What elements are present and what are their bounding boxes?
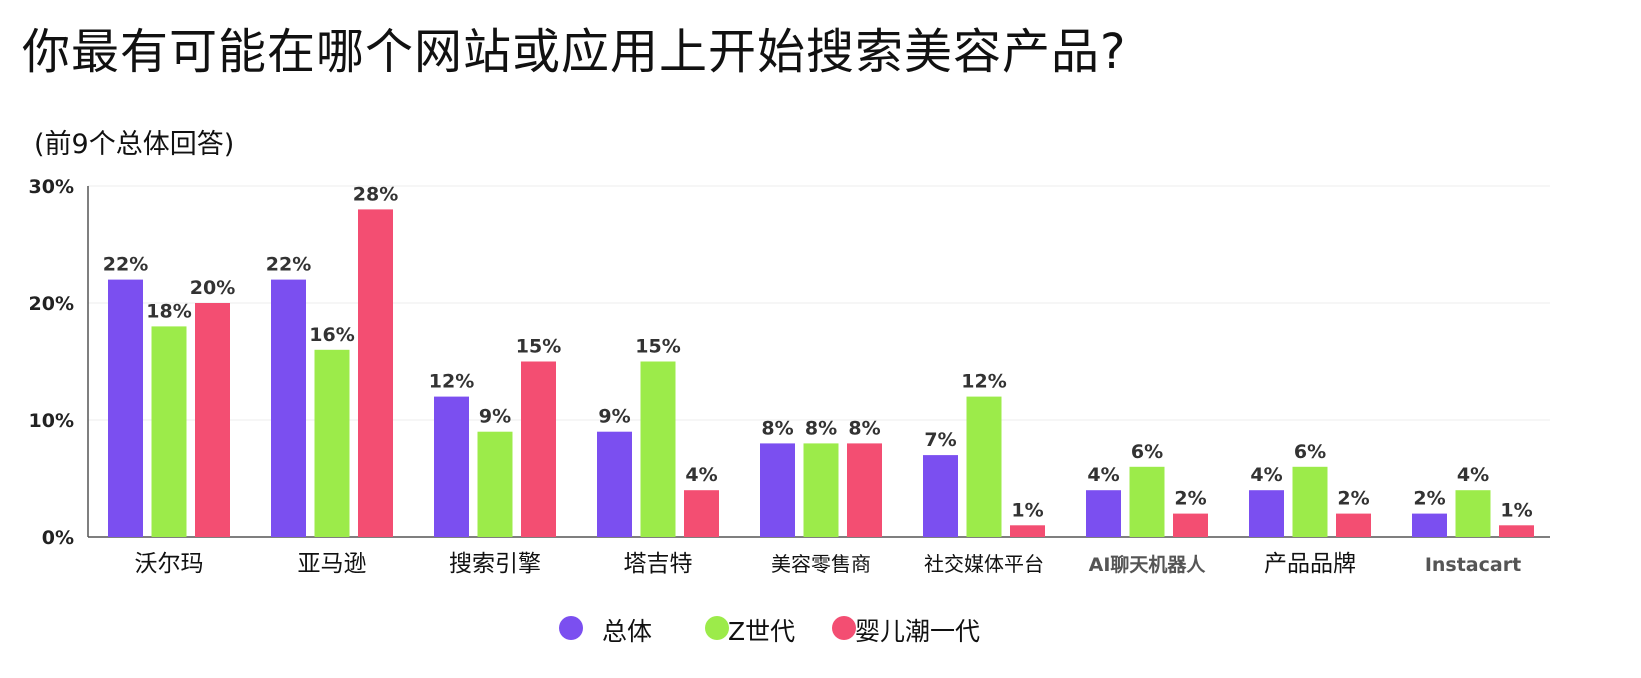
category-label: 美容零售商 — [771, 552, 871, 576]
bar — [1499, 525, 1534, 537]
bar — [1249, 490, 1284, 537]
category-label: 产品品牌 — [1264, 551, 1356, 577]
data-label: 15% — [635, 336, 680, 358]
data-label: 4% — [1087, 464, 1119, 486]
y-tick-label: 30% — [29, 176, 74, 198]
bar — [1086, 490, 1121, 537]
category-label: 塔吉特 — [624, 551, 693, 577]
bar — [1292, 466, 1328, 537]
y-tick-label: 10% — [29, 410, 74, 432]
data-label: 9% — [479, 406, 511, 428]
bar — [108, 279, 143, 537]
bar — [1173, 513, 1208, 537]
legend-swatch — [832, 616, 856, 640]
data-label: 2% — [1413, 488, 1445, 510]
bar — [1336, 513, 1371, 537]
data-label: 8% — [805, 417, 837, 439]
bar — [271, 279, 306, 537]
bar — [966, 396, 1002, 537]
bar — [597, 431, 632, 537]
data-label: 18% — [146, 300, 191, 322]
x-axis-labels: 沃尔玛 亚马逊 搜索引擎 塔吉特 美容零售商 社交媒体平台 AI聊天机器人 产品品牌 Insta… — [135, 551, 1522, 577]
chart-subtitle: (前9个总体回答) — [34, 129, 235, 160]
legend-swatch — [559, 616, 583, 640]
legend: 总体 Z世代 婴儿潮一代 — [559, 616, 980, 646]
bar — [760, 443, 795, 537]
data-label: 4% — [1250, 464, 1282, 486]
bar — [1129, 466, 1165, 537]
data-label: 20% — [190, 277, 235, 299]
bar — [151, 326, 187, 537]
bar — [1010, 525, 1045, 537]
bar — [521, 361, 556, 537]
bar — [1455, 490, 1491, 537]
data-label: 28% — [353, 183, 398, 205]
category-label: 沃尔玛 — [135, 551, 204, 577]
y-tick-label: 0% — [42, 527, 74, 549]
bar — [477, 431, 513, 537]
legend-swatch — [705, 616, 729, 640]
data-label: 4% — [1457, 464, 1489, 486]
data-label: 7% — [924, 429, 956, 451]
data-label: 12% — [961, 371, 1006, 393]
bar — [1412, 513, 1447, 537]
bar — [684, 490, 719, 537]
category-label: 亚马逊 — [298, 551, 367, 577]
data-label: 9% — [598, 406, 630, 428]
legend-label: 总体 — [602, 617, 652, 646]
bar — [358, 209, 393, 537]
data-labels: 22%18%20%22%16%28%12%9%15%9%15%4%8% 8% 8%7… — [103, 183, 1533, 521]
bar — [434, 396, 469, 537]
data-label: 8% — [848, 417, 880, 439]
bar — [314, 349, 350, 537]
data-label: 4% — [685, 464, 717, 486]
chart-title: 你最有可能在哪个网站或应用上开始搜索美容产品? — [22, 24, 1127, 80]
bar — [847, 443, 882, 537]
data-label: 15% — [516, 336, 561, 358]
data-label: 6% — [1131, 441, 1163, 463]
category-label: AI聊天机器人 — [1089, 553, 1207, 576]
data-label: 6% — [1294, 441, 1326, 463]
bar — [803, 443, 839, 537]
data-label: 22% — [103, 254, 148, 276]
grid-lines — [88, 185, 1550, 421]
data-label: 16% — [309, 324, 354, 346]
data-label: 2% — [1174, 488, 1206, 510]
data-label: 12% — [429, 371, 474, 393]
category-label: 搜索引擎 — [449, 551, 541, 577]
bars — [108, 209, 1534, 537]
data-label: 1% — [1011, 499, 1043, 521]
bar — [195, 303, 230, 537]
category-label: Instacart — [1425, 554, 1521, 576]
data-label: 1% — [1500, 499, 1532, 521]
y-tick-label: 20% — [29, 293, 74, 315]
bar — [923, 455, 958, 537]
category-label: 社交媒体平台 — [924, 552, 1044, 576]
data-label: 2% — [1337, 488, 1369, 510]
data-label: 22% — [266, 254, 311, 276]
legend-label: 婴儿潮一代 — [855, 617, 980, 646]
bar — [640, 361, 676, 537]
data-label: 8% — [761, 417, 793, 439]
legend-label: Z世代 — [728, 617, 795, 646]
